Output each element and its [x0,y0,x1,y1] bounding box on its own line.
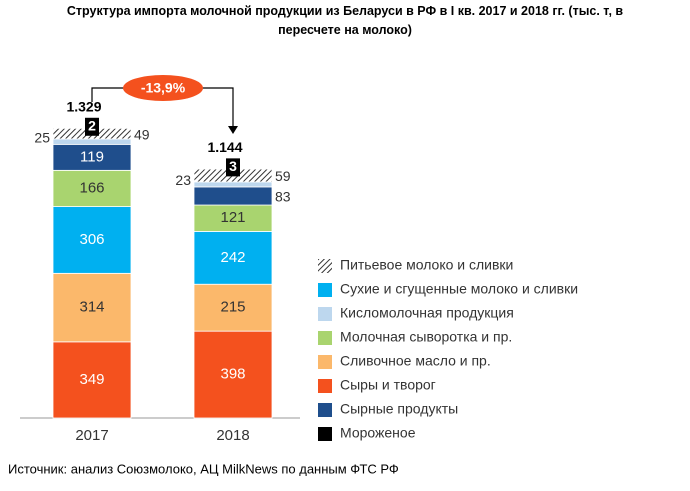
legend-swatch [318,403,332,417]
legend-swatch [318,379,332,393]
value-label: 349 [79,371,104,388]
bar-segment [193,204,273,232]
source: Источник: анализ Союзмолоко, АЦ MilkNews… [8,461,399,476]
bar-segment [52,341,132,419]
total-label: 1.329 [66,98,101,114]
bar-segment [193,181,273,188]
legend-label: Сыры и творог [340,377,436,393]
value-label: 119 [80,148,104,165]
value-label: 49 [134,126,150,142]
bar-segment [193,186,273,206]
bar-segment [52,272,132,343]
legend-label: Сливочное масло и пр. [340,353,491,369]
legend-label: Питьевое молоко и сливки [340,257,513,273]
x-tick-label: 2018 [216,427,249,444]
legend-label: Сухие и сгущенные молоко и сливки [340,281,578,297]
bar-segment [193,330,273,419]
legend-swatch [318,427,332,441]
change-bubble [123,75,203,101]
bar-segment [193,231,273,285]
value-label: 59 [275,168,291,184]
legend-swatch [318,307,332,321]
bar-segment [52,138,132,145]
value-label: 3 [229,158,237,174]
legend-label: Молочная сыворотка и пр. [340,329,512,345]
badge [85,117,99,136]
change-label: -13,9% [141,80,186,96]
legend-label: Мороженое [340,425,416,441]
badge [226,158,240,177]
value-label: 314 [79,299,104,316]
total-label: 1.144 [207,139,242,155]
value-label: 25 [34,129,50,145]
value-label: 83 [275,189,291,205]
legend-swatch [318,331,332,345]
bar-segment [193,283,273,332]
chart-title: Структура импорта молочной продукции из … [67,4,624,37]
arrow-head [228,126,238,134]
value-label: 306 [79,231,104,248]
legend-label: Сырные продукты [340,401,458,417]
value-label: 215 [220,299,245,316]
legend-swatch [318,283,332,297]
bar-segment [52,206,132,274]
value-label: 23 [175,172,191,188]
x-tick-label: 2017 [75,427,108,444]
value-label: 398 [220,366,245,383]
value-label: 2 [88,117,96,133]
bar-segment [52,169,132,207]
legend-swatch [318,355,332,369]
value-label: 121 [220,209,245,226]
value-label: 242 [220,249,245,266]
value-label: 166 [79,179,104,196]
legend-label: Кисломолочная продукция [340,305,514,321]
legend-swatch [318,259,332,273]
